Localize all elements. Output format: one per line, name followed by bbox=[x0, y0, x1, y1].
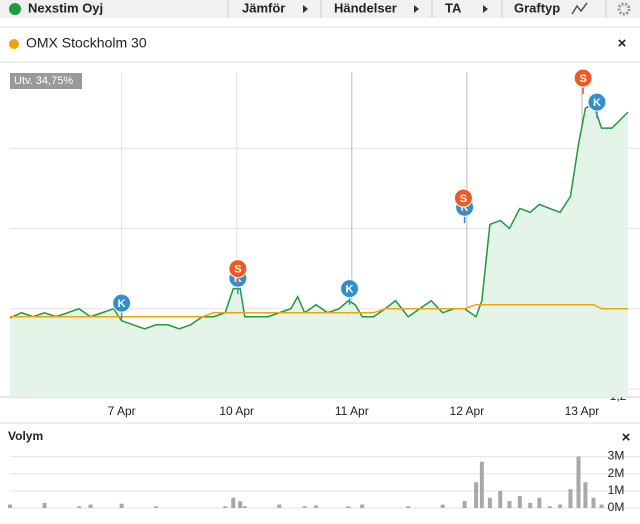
bar bbox=[599, 504, 604, 508]
bar bbox=[302, 506, 307, 508]
event-label: S bbox=[234, 264, 241, 276]
bar bbox=[77, 506, 82, 508]
bar bbox=[547, 506, 552, 508]
bar bbox=[558, 504, 563, 508]
bar bbox=[231, 497, 236, 508]
bar bbox=[617, 506, 622, 508]
event-marker bbox=[228, 259, 248, 279]
y-tick-label: 3M bbox=[608, 449, 625, 463]
line bbox=[10, 303, 628, 318]
bar bbox=[277, 504, 282, 508]
event-label: S bbox=[460, 193, 467, 205]
bar bbox=[498, 490, 503, 508]
bar bbox=[462, 501, 467, 508]
bar bbox=[238, 501, 243, 508]
bar bbox=[154, 506, 159, 508]
menu[interactable]: Graftyp bbox=[514, 0, 560, 15]
menu[interactable]: Händelser bbox=[334, 0, 397, 15]
event-marker bbox=[112, 293, 132, 313]
bar bbox=[528, 502, 533, 508]
bar bbox=[360, 504, 365, 508]
event-label: K bbox=[118, 298, 126, 310]
bar bbox=[474, 482, 479, 508]
event-marker bbox=[587, 92, 607, 112]
event-marker bbox=[453, 188, 473, 208]
close-button[interactable]: × bbox=[622, 429, 631, 446]
bar bbox=[576, 456, 581, 508]
bar bbox=[591, 497, 596, 508]
event-label: K bbox=[461, 202, 469, 214]
change-badge bbox=[10, 73, 82, 89]
event-marker bbox=[339, 279, 359, 299]
legend-label: OMX Stockholm 30 bbox=[26, 35, 147, 51]
menu[interactable]: Jämför bbox=[242, 0, 285, 15]
bar bbox=[314, 505, 319, 508]
x-tick-label: 12 Apr bbox=[450, 404, 485, 418]
bar bbox=[568, 489, 573, 508]
event-label: K bbox=[593, 97, 601, 109]
bar bbox=[487, 497, 492, 508]
y-tick-label: 2M bbox=[608, 466, 625, 480]
dropdown-icon bbox=[303, 5, 308, 13]
x-tick-label: 10 Apr bbox=[219, 404, 254, 418]
close-button[interactable]: × bbox=[618, 35, 627, 52]
change-label: Utv. 34,75% bbox=[14, 75, 73, 87]
x-tick-label: 11 Apr bbox=[335, 404, 369, 418]
event-label: K bbox=[346, 284, 354, 296]
legend-dot bbox=[9, 39, 19, 49]
volume-title: Volym bbox=[8, 429, 43, 443]
volume-panel: 0M 1M 2M 3M bbox=[8, 449, 640, 514]
bar bbox=[88, 504, 93, 508]
y-tick-label: 0M bbox=[608, 500, 625, 514]
bar bbox=[119, 503, 124, 508]
event-label: S bbox=[579, 73, 586, 85]
bar bbox=[537, 497, 542, 508]
bar bbox=[517, 496, 522, 508]
instrument-name: Nexstim Oyj bbox=[28, 0, 103, 15]
x-tick-label: 7 Apr bbox=[108, 404, 136, 418]
bar bbox=[440, 504, 445, 508]
bar bbox=[223, 506, 228, 508]
y-tick-label: 1M bbox=[608, 483, 625, 497]
line bbox=[9, 103, 629, 330]
bar bbox=[242, 506, 247, 508]
x-tick-label: 13 Apr bbox=[565, 404, 600, 418]
bar bbox=[507, 501, 512, 508]
bar bbox=[42, 502, 47, 508]
bar bbox=[8, 504, 12, 508]
series-dot bbox=[9, 3, 21, 15]
dropdown-icon bbox=[414, 5, 419, 13]
menu[interactable]: TA bbox=[445, 0, 462, 15]
bar bbox=[346, 506, 351, 508]
area bbox=[10, 104, 628, 398]
bar bbox=[583, 482, 588, 508]
settings-icon[interactable] bbox=[617, 2, 631, 16]
event-marker bbox=[573, 68, 593, 88]
bar bbox=[406, 506, 411, 508]
dropdown-icon bbox=[483, 5, 488, 13]
toolbar bbox=[0, 0, 640, 18]
bar bbox=[479, 461, 484, 508]
chart-type-icon[interactable] bbox=[571, 2, 588, 15]
